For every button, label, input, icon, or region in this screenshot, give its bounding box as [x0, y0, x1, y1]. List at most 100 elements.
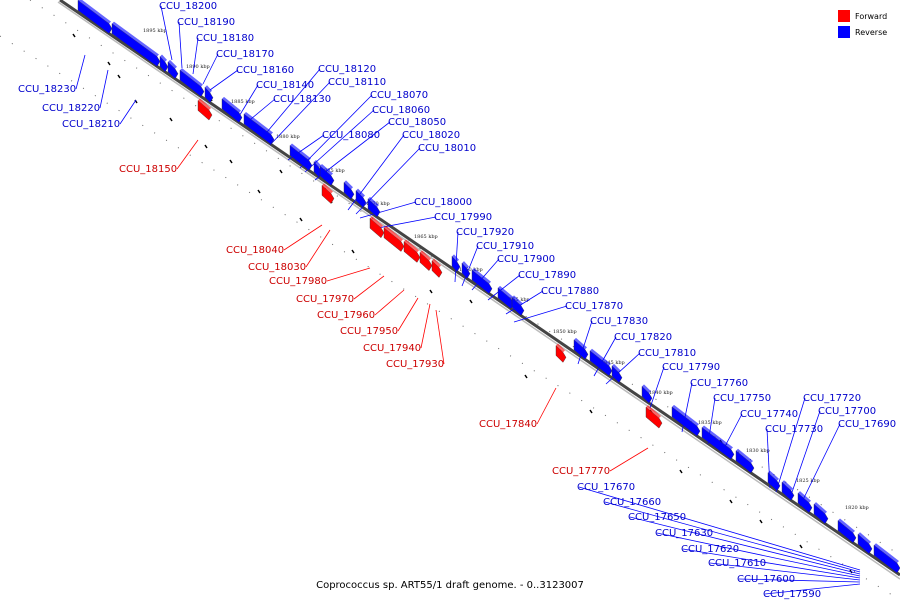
- reverse-gene-block-face: [160, 54, 167, 62]
- scale-label: 1870 kbp: [366, 201, 390, 207]
- gene-label: CCU_17760: [690, 378, 748, 389]
- tick-dash: [107, 61, 111, 66]
- forward-gene-block-face: [420, 250, 431, 261]
- gene-label: CCU_17870: [565, 301, 623, 312]
- connector-line: [326, 267, 371, 282]
- scale-label: 1825 kbp: [796, 478, 820, 484]
- forward-gene-block: [369, 217, 385, 239]
- gene-label: CCU_18180: [196, 33, 254, 44]
- gene-label: CCU_17880: [541, 286, 599, 297]
- reverse-gene-block-face: [672, 404, 699, 427]
- forward-gene-block: [555, 345, 567, 363]
- connector-line: [355, 147, 421, 215]
- scale-label: 1875 kbp: [321, 168, 345, 174]
- connector-line: [799, 423, 841, 507]
- gene-label: CCU_18080: [322, 130, 380, 141]
- gene-label: CCU_17600: [737, 574, 795, 585]
- tick-dash: [589, 409, 593, 414]
- gene-label: CCU_18140: [256, 80, 314, 91]
- connector-line: [75, 54, 86, 90]
- gene-label: CCU_18000: [414, 197, 472, 208]
- tick-dash: [524, 374, 528, 379]
- gene-label: CCU_17650: [628, 512, 686, 523]
- scale-labels: 1895 kbp 1890 kbp 1885 kbp 1880 kbp 1875 kbp…: [143, 28, 869, 511]
- gene-label: CCU_17920: [456, 227, 514, 238]
- tick-dash: [729, 499, 733, 504]
- connector-line: [283, 224, 323, 251]
- forward-gene-block-face: [646, 405, 661, 419]
- connector-line: [202, 53, 219, 85]
- connector-line: [435, 309, 445, 365]
- gene-label: CCU_18030: [248, 262, 306, 273]
- tick-dash: [229, 159, 233, 164]
- tick-dash: [799, 544, 803, 549]
- tick-dash: [351, 249, 355, 254]
- tick-dash: [469, 299, 473, 304]
- connector-line: [709, 562, 861, 581]
- connector-line: [738, 578, 861, 583]
- scale-label: 1860 kbp: [459, 267, 483, 273]
- connector-line: [578, 486, 861, 571]
- reverse-gene-block-face: [512, 295, 523, 306]
- tick-dash: [429, 289, 433, 294]
- reverse-gene-block: [451, 255, 461, 273]
- gene-label: CCU_18150: [119, 164, 177, 175]
- gene-label: CCU_17980: [269, 276, 327, 287]
- connector-line: [397, 297, 419, 332]
- reverse-gene-block-face: [642, 384, 651, 394]
- gene-label: CCU_17890: [518, 270, 576, 281]
- reverse-gene-block-face: [498, 285, 513, 299]
- connector-line: [775, 397, 806, 493]
- tick-dash: [759, 519, 763, 524]
- connector-line: [305, 229, 331, 268]
- connector-line: [461, 245, 479, 287]
- reverse-gene-block-face: [205, 85, 212, 93]
- gene-label: CCU_18120: [318, 64, 376, 75]
- gene-label: CCU_18160: [236, 65, 294, 76]
- connector-line: [269, 81, 331, 146]
- forward-gene-block: [383, 227, 405, 252]
- scale-label: 1835 kbp: [698, 420, 722, 426]
- reverse-gene-block-face: [244, 111, 273, 135]
- tick-dashes: [72, 33, 853, 574]
- gene-label: CCU_17690: [838, 419, 896, 430]
- reverse-gene-block-face: [78, 0, 111, 24]
- map-caption: Coprococcus sp. ART55/1 draft genome. - …: [316, 580, 584, 591]
- scale-label: 1895 kbp: [143, 28, 167, 34]
- reverse-gene-block-face: [356, 188, 365, 198]
- gene-label: CCU_17830: [590, 316, 648, 327]
- connector-line: [374, 289, 405, 316]
- reverse-gene-block: [589, 350, 613, 377]
- forward-gene-block-face: [370, 216, 383, 228]
- gene-label: CCU_18220: [42, 103, 100, 114]
- legend-swatch-reverse: [838, 26, 850, 38]
- tick-dash: [299, 217, 303, 222]
- tick-dash: [117, 74, 121, 79]
- reverse-gene-block-face: [858, 532, 871, 544]
- reverse-gene-block-face: [222, 96, 241, 113]
- reverse-gene-block: [461, 262, 471, 279]
- reverse-gene-block-face: [112, 21, 159, 57]
- connector-line: [353, 275, 385, 300]
- scale-label: 1890 kbp: [186, 64, 210, 70]
- connector-line: [605, 352, 641, 385]
- legend-label-reverse: Reverse: [855, 28, 887, 37]
- reverse-gene-block-face: [452, 254, 459, 262]
- forward-gene-block-face: [198, 98, 211, 111]
- connector-line: [536, 387, 557, 425]
- gene-label: CCU_18070: [370, 90, 428, 101]
- gene-label: CCU_18130: [273, 94, 331, 105]
- legend: Forward Reverse: [838, 10, 887, 38]
- reverse-gene-block-face: [574, 337, 587, 350]
- connector-line: [237, 84, 259, 119]
- gene-label: CCU_17750: [713, 393, 771, 404]
- scale-label: 1850 kbp: [553, 329, 577, 335]
- gene-label: CCU_17820: [614, 332, 672, 343]
- tick-dash: [679, 469, 683, 474]
- reverse-gene-block-face: [814, 502, 827, 514]
- connector-line: [454, 231, 459, 283]
- reverse-gene-block: [611, 365, 623, 384]
- gene-label: CCU_18010: [418, 143, 476, 154]
- connector-line: [178, 21, 183, 69]
